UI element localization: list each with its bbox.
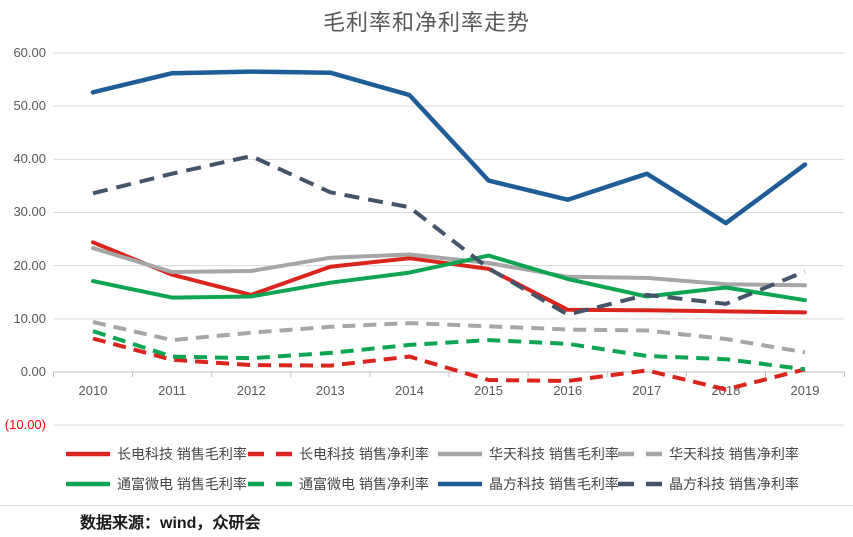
y-tick-label: 50.00 (13, 98, 46, 114)
x-tick-label: 2012 (236, 383, 266, 398)
legend-label: 长电科技 销售净利率 (299, 446, 429, 462)
legend-item-3: 华天科技 销售净利率 (617, 444, 799, 464)
legend-label: 通富微电 销售净利率 (299, 476, 429, 492)
x-tick-label: 2016 (553, 383, 583, 398)
series-line-1 (92, 336, 806, 392)
solid-line-swatch-icon (66, 481, 110, 487)
series-line-4 (91, 253, 807, 303)
legend-item-2: 华天科技 销售毛利率 (437, 444, 619, 464)
chart-title: 毛利率和净利率走势 (322, 10, 530, 35)
solid-line-swatch-icon (438, 481, 482, 487)
y-tick-label: 60.00 (13, 44, 46, 60)
divider-line (0, 505, 853, 506)
y-tick-label: 20.00 (13, 257, 46, 273)
x-tick-label: 2019 (790, 383, 820, 398)
series-line-6 (90, 69, 808, 226)
legend-item-6: 晶方科技 销售毛利率 (437, 474, 619, 494)
y-tick-label: (10.00) (4, 417, 46, 433)
dashed-line-swatch-icon (248, 481, 292, 487)
legend-label: 长电科技 销售毛利率 (117, 446, 247, 462)
legend-label: 华天科技 销售净利率 (669, 446, 799, 462)
legend-label: 晶方科技 销售毛利率 (489, 476, 619, 492)
source-note: 数据来源：wind，众研会 (80, 515, 261, 532)
series-line-3 (92, 320, 806, 355)
x-tick-label: 2017 (632, 383, 662, 398)
legend-label: 晶方科技 销售净利率 (669, 476, 799, 492)
x-tick-label: 2013 (315, 383, 345, 398)
y-tick-label: 10.00 (13, 310, 46, 326)
solid-line-swatch-icon (438, 451, 482, 457)
legend-item-7: 晶方科技 销售净利率 (617, 474, 799, 494)
x-tick-label: 2011 (158, 383, 187, 398)
legend-label: 华天科技 销售毛利率 (489, 446, 619, 462)
legend-item-5: 通富微电 销售净利率 (247, 474, 429, 494)
x-tick-label: 2014 (394, 383, 424, 398)
dashed-line-swatch-icon (618, 451, 662, 457)
y-tick-label: 30.00 (13, 204, 46, 220)
x-tick-label: 2015 (474, 383, 503, 398)
legend-item-4: 通富微电 销售毛利率 (65, 474, 247, 494)
dashed-line-swatch-icon (248, 451, 292, 457)
legend-label: 通富微电 销售毛利率 (117, 476, 247, 492)
dashed-line-swatch-icon (618, 481, 662, 487)
y-tick-label: 40.00 (13, 151, 46, 167)
series-line-7 (92, 154, 806, 317)
solid-line-swatch-icon (66, 451, 110, 457)
x-tick-label: 2010 (78, 383, 108, 398)
legend-item-1: 长电科技 销售净利率 (247, 444, 429, 464)
legend-item-0: 长电科技 销售毛利率 (65, 444, 247, 464)
series-line-2 (91, 246, 807, 288)
y-tick-label: 0.00 (20, 364, 46, 379)
series-line-5 (92, 329, 806, 372)
